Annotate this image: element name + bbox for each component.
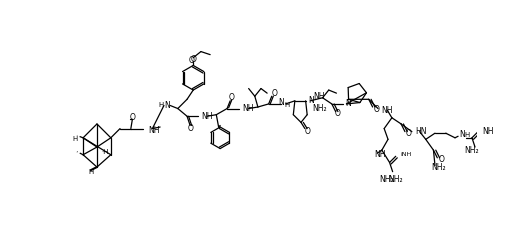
Text: O: O	[305, 127, 311, 136]
Text: O: O	[229, 93, 235, 102]
Text: NH: NH	[243, 104, 254, 113]
Text: O: O	[190, 55, 196, 64]
Text: H: H	[159, 102, 164, 108]
Text: N: N	[345, 100, 350, 108]
Text: N: N	[278, 98, 284, 107]
Text: H: H	[73, 136, 78, 142]
Text: N: N	[460, 130, 465, 139]
Text: NH: NH	[313, 92, 325, 101]
Text: HN: HN	[415, 127, 426, 136]
Text: NH₂: NH₂	[312, 104, 327, 113]
Text: NH: NH	[202, 112, 213, 121]
Text: NH: NH	[374, 150, 386, 159]
Text: H: H	[284, 102, 289, 108]
Text: O: O	[335, 110, 341, 118]
Text: O: O	[188, 124, 194, 133]
Text: O: O	[373, 105, 380, 114]
Text: N: N	[164, 101, 170, 110]
Text: O: O	[406, 130, 412, 138]
Text: NH₂: NH₂	[388, 175, 403, 184]
Text: NH₂: NH₂	[465, 146, 479, 154]
Text: H: H	[464, 132, 469, 138]
Text: O: O	[271, 90, 277, 98]
Text: NH₂: NH₂	[379, 175, 394, 184]
Text: ·H: ·H	[101, 149, 108, 155]
Text: NH: NH	[148, 126, 159, 134]
Text: O: O	[130, 112, 135, 122]
Text: NH₂: NH₂	[431, 162, 446, 172]
Text: iNH: iNH	[400, 152, 412, 157]
Text: H: H	[88, 170, 93, 175]
Text: O: O	[189, 56, 194, 64]
Text: NH: NH	[381, 106, 392, 114]
Text: NH: NH	[483, 127, 494, 136]
Text: N: N	[309, 96, 314, 105]
Text: O: O	[438, 155, 444, 164]
